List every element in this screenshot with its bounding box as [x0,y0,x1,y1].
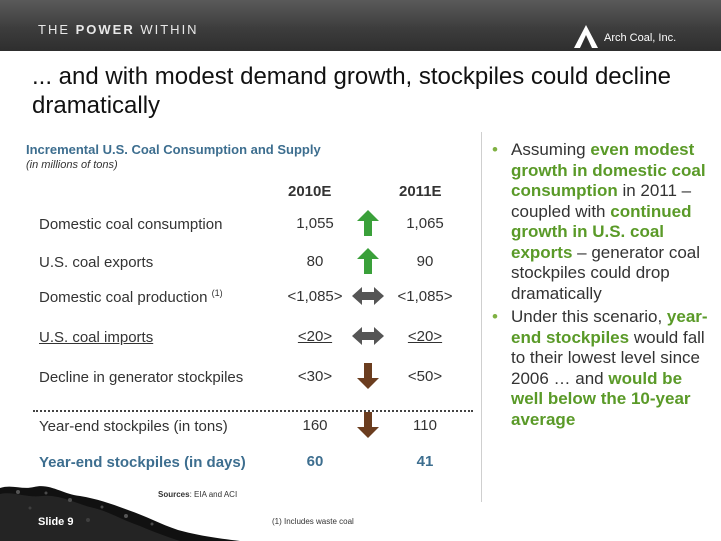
row-label: Domestic coal production (1) [39,288,223,306]
company-name: Arch Coal, Inc. [604,32,677,44]
column-header-2011: 2011E [399,183,442,200]
bullet-dot-icon: • [492,307,498,326]
table-row: U.S. coal exports 80 90 [0,248,480,274]
value-2010: <20> [297,328,333,345]
column-divider [481,132,482,502]
table-row: Domestic coal consumption 1,055 1,065 [0,210,480,236]
down-arrow-icon [357,363,379,389]
value-2011: 90 [416,253,434,270]
up-arrow-icon [357,248,379,274]
bullet-list: • Assuming even modest growth in domestic… [490,140,714,433]
slide-title: ... and with modest demand growth, stock… [32,63,672,119]
bullet-dot-icon: • [492,140,498,159]
down-arrow-icon [357,412,379,438]
value-2011: <20> [407,328,443,345]
bullet-item: • Under this scenario, year-end stockpile… [492,307,708,429]
sources-note: Sources: EIA and ACI [158,490,238,499]
table-divider [33,410,473,412]
table-title: Incremental U.S. Coal Consumption and Su… [26,142,321,157]
header-bar: THE POWER WITHIN Arch Coal, Inc. [0,0,721,51]
coal-pile-image [0,486,240,541]
value-2010: <1,085> [287,288,343,305]
table-row: Decline in generator stockpiles <30> <50… [0,363,480,389]
column-header-2010: 2010E [288,183,332,200]
value-2011: 1,065 [406,215,444,232]
slide-number: Slide 9 [38,516,74,528]
row-label: Domestic coal consumption [39,216,223,233]
table-subtitle: (in millions of tons) [26,159,118,171]
arch-logo-icon [574,25,598,48]
value-2010: 1,055 [296,215,334,232]
bullet-item: • Assuming even modest growth in domestic… [492,140,706,303]
table-row-highlight: Year-end stockpiles (in days) 60 41 [0,450,480,474]
row-label: Decline in generator stockpiles [39,369,244,386]
value-2011: 41 [416,453,434,470]
value-2010: 60 [306,453,324,470]
table-row: Domestic coal production (1) <1,085> <1,… [0,285,480,309]
table-row: Year-end stockpiles (in tons) 160 110 [0,412,480,438]
footnote: (1) Includes waste coal [272,517,354,526]
double-arrow-icon [352,327,384,345]
tagline: THE POWER WITHIN [38,22,199,37]
value-2010: 80 [306,253,324,270]
row-label: U.S. coal imports [39,329,154,346]
value-2011: <50> [407,368,443,385]
value-2010: <30> [297,368,333,385]
value-2011: <1,085> [397,288,453,305]
table-row: U.S. coal imports <20> <20> [0,325,480,349]
company-logo: Arch Coal, Inc. [571,22,721,54]
value-2010: 160 [302,417,328,434]
up-arrow-icon [357,210,379,236]
row-label: Year-end stockpiles (in days) [39,454,246,471]
row-label: Year-end stockpiles (in tons) [39,418,228,435]
double-arrow-icon [352,287,384,305]
row-label: U.S. coal exports [39,254,154,271]
value-2011: 110 [413,417,437,434]
